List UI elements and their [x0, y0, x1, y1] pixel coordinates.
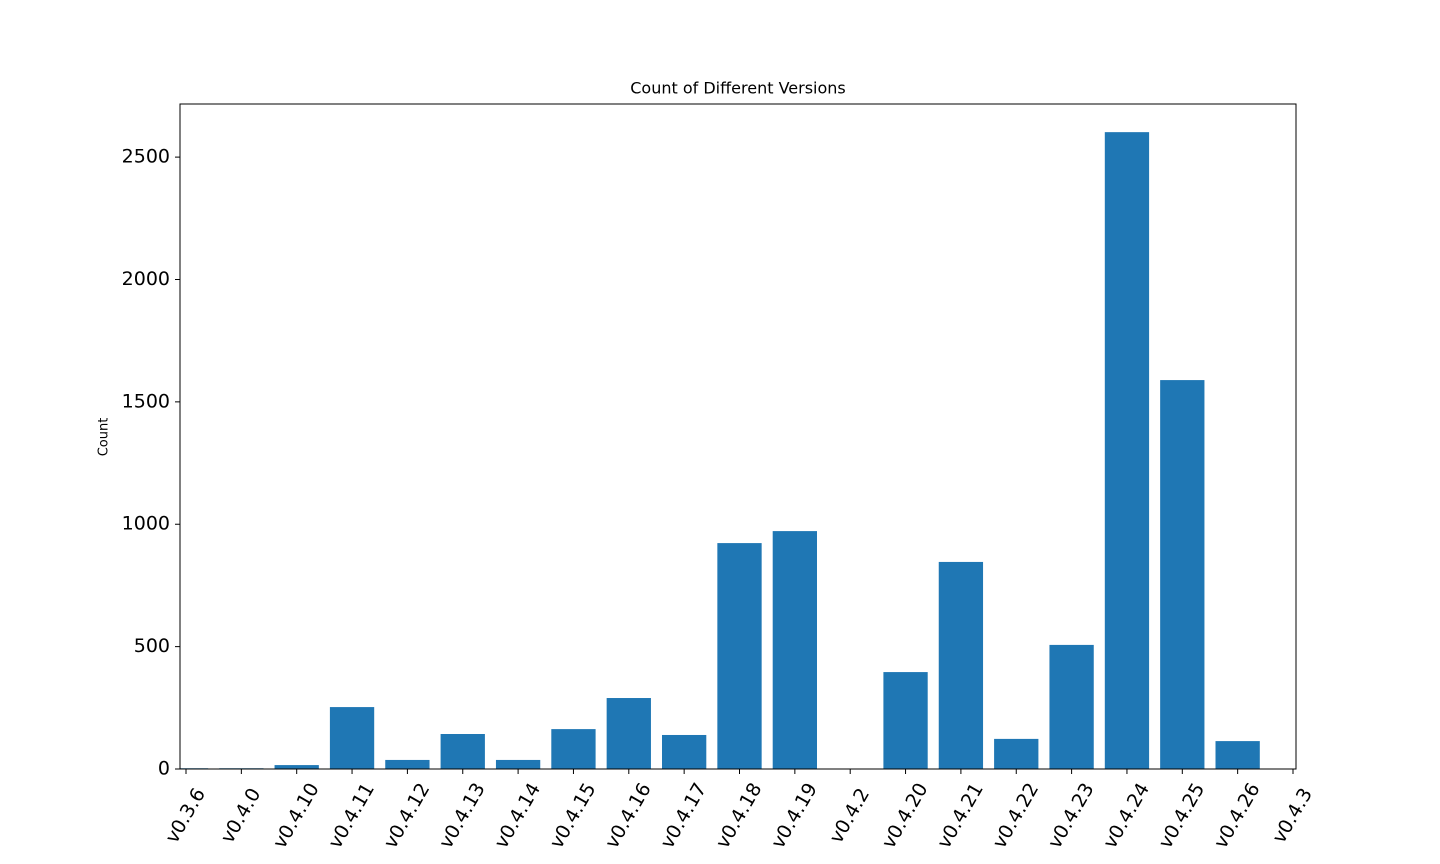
x-tick-label: v0.4.17 [656, 779, 711, 852]
x-tick-label: v0.4.2 [825, 784, 874, 847]
bar [329, 707, 375, 769]
y-tick-label: 2000 [122, 268, 170, 290]
bar [274, 765, 319, 769]
y-tick-label: 500 [134, 635, 170, 657]
plot-frame [179, 103, 1297, 770]
bar [1215, 741, 1260, 769]
bar [1049, 644, 1094, 769]
x-tick-label: v0.4.10 [269, 779, 324, 852]
bar [551, 729, 596, 769]
x-tick-label: v0.4.15 [546, 779, 601, 852]
y-axis-label: Count [97, 418, 112, 457]
y-tick-label: 0 [158, 758, 170, 780]
x-tick-label: v0.4.22 [988, 779, 1043, 852]
x-tick-label: v0.4.24 [1099, 779, 1154, 852]
x-tick-label: v0.4.19 [767, 779, 822, 852]
chart-title: Count of Different Versions [630, 79, 845, 98]
bar [385, 759, 430, 769]
bar [717, 543, 762, 769]
y-tick-label: 1500 [122, 390, 170, 412]
bar [938, 561, 984, 769]
x-tick-label: v0.4.0 [216, 784, 265, 847]
x-tick-label: v0.3.6 [161, 784, 210, 847]
x-tick-label: v0.4.25 [1154, 779, 1209, 852]
x-tick-label: v0.4.12 [380, 779, 435, 852]
bar [772, 531, 817, 769]
x-tick-label: v0.4.14 [490, 779, 545, 852]
x-tick-label: v0.4.18 [712, 779, 767, 852]
bar [440, 734, 485, 769]
x-tick-label: v0.4.13 [435, 779, 490, 852]
x-tick-label: v0.4.20 [878, 779, 933, 852]
bar [495, 759, 541, 769]
bar [606, 698, 651, 769]
bar [883, 672, 928, 769]
bar [662, 734, 707, 769]
y-tick-label: 1000 [122, 513, 170, 535]
bar [1104, 132, 1150, 769]
bar [994, 738, 1039, 769]
bar [1160, 380, 1205, 769]
y-tick-label: 2500 [122, 146, 170, 168]
x-tick-label: v0.4.16 [601, 779, 656, 852]
x-tick-label: v0.4.23 [1044, 779, 1099, 852]
x-tick-label: v0.4.21 [933, 779, 988, 852]
x-tick-label: v0.4.3 [1268, 784, 1317, 847]
x-tick-label: v0.4.11 [324, 779, 379, 852]
x-tick-label: v0.4.26 [1210, 779, 1265, 852]
